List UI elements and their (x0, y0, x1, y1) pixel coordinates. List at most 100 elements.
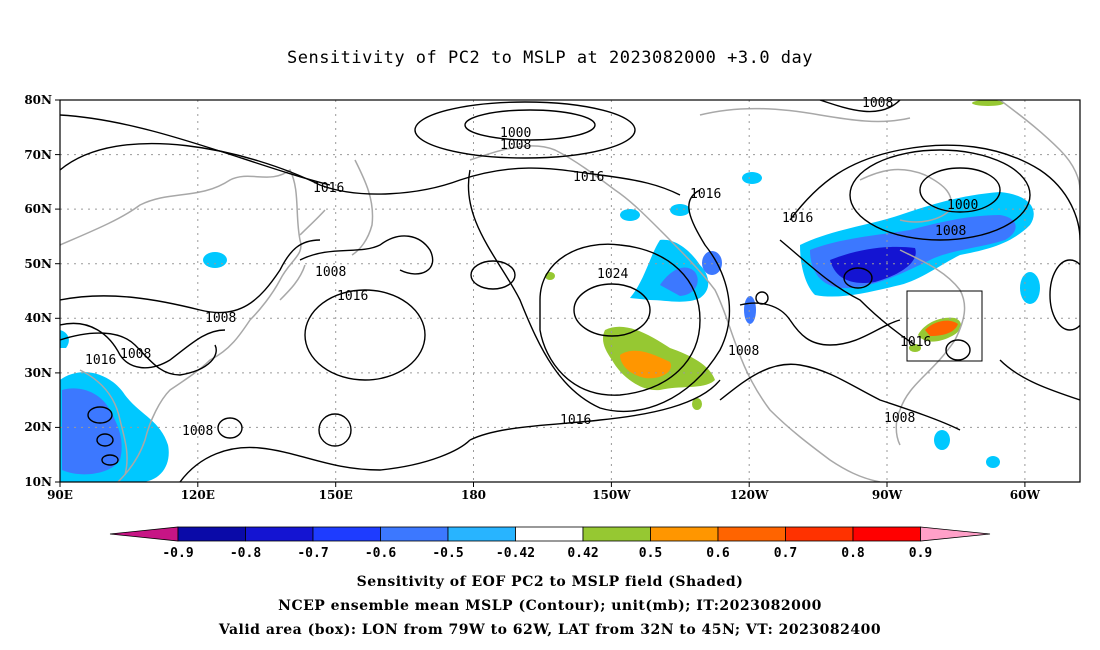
contour-label-1016h: 1016 (900, 335, 931, 350)
contour-label-1008a: 1008 (500, 138, 531, 153)
lat-label-20n: 20N (24, 420, 52, 434)
contour-labels: 1000 1008 1008 1016 1016 1016 1008 1016 … (85, 96, 978, 439)
contour-pac-high-1016a (539, 243, 701, 396)
colorbar-bin-9 (717, 526, 786, 542)
contour-wp-outer (179, 439, 471, 482)
shade-pos-a (545, 272, 555, 280)
colorbar-tick-labels: -0.9 -0.8 -0.7 -0.6 -0.5 -0.42 0.42 0.5 … (162, 546, 932, 561)
contour-label-1008h: 1008 (935, 224, 966, 239)
colorbar-bin-4 (380, 526, 449, 542)
colorbar-bin-2 (245, 526, 314, 542)
lon-label-150w: 150W (592, 488, 631, 502)
shade-neg-westpac-core (62, 388, 122, 475)
coast-asia (60, 168, 302, 482)
contour-wp-1008b (60, 322, 226, 369)
contour-pac-outer (469, 379, 721, 441)
contour-far-east2 (999, 359, 1080, 401)
latitude-labels: 80N 70N 60N 50N 40N 30N 20N 10N (24, 93, 52, 489)
cb-tick-2: -0.7 (297, 546, 328, 561)
contour-label-1000a: 1000 (500, 126, 531, 141)
colorbar-bin-7 (582, 526, 651, 542)
colorbar-bin-3 (312, 526, 381, 542)
cb-tick-6: 0.42 (567, 546, 598, 561)
colorbar-end-right (920, 526, 991, 542)
shade-pos-subtrop-core (620, 350, 671, 379)
shade-neg-g (934, 430, 950, 450)
shade-pos-c (909, 344, 921, 352)
coast-japan (279, 209, 326, 301)
contour-label-1016d: 1016 (337, 289, 368, 304)
lat-label-40n: 40N (24, 311, 52, 325)
lon-label-180: 180 (461, 488, 486, 502)
shade-pos-box-core (925, 320, 958, 336)
contour-wp-small (470, 260, 516, 290)
coast-indochina (79, 369, 128, 476)
shade-pos-b (692, 398, 702, 410)
cb-tick-10: 0.8 (841, 546, 865, 561)
contour-wp-1016a (304, 289, 426, 381)
contour-wp-tiny (87, 406, 113, 424)
colorbar-bin-6 (515, 526, 584, 542)
cb-tick-1: -0.8 (230, 546, 261, 561)
contour-label-1008b: 1008 (862, 96, 893, 111)
colorbar-bin-8 (650, 526, 719, 542)
colorbar-bin-1 (177, 526, 246, 542)
coast-hudson (859, 168, 952, 223)
shade-neg-a (203, 252, 227, 268)
sensitivity-shading (60, 100, 1040, 482)
shade-neg-c (670, 204, 690, 216)
colorbar-end-left (109, 526, 179, 542)
contour-label-1016c: 1016 (690, 187, 721, 202)
coast-kamchatka (351, 159, 374, 256)
contour-can-1016 (789, 144, 1080, 241)
contour-label-1016g: 1016 (782, 211, 813, 226)
contour-label-1016b: 1016 (573, 170, 604, 185)
contour-pac-high-1016b (467, 169, 731, 412)
cb-tick-9: 0.7 (774, 546, 797, 561)
shade-pos-d (972, 100, 1004, 106)
contour-label-1008i: 1008 (884, 411, 915, 426)
shade-neg-canada-core (830, 246, 916, 284)
shade-neg-nepac-core (660, 267, 698, 296)
cb-tick-11: 0.9 (909, 546, 932, 561)
contour-ne-small (843, 267, 873, 289)
contour-label-1016f: 1016 (560, 413, 591, 428)
coastlines (60, 100, 1080, 482)
contour-box-1016 (945, 339, 971, 361)
contour-label-1016e: 1016 (85, 353, 116, 368)
colorbar-bin-10 (785, 526, 854, 542)
cb-tick-7: 0.5 (639, 546, 662, 561)
cb-tick-0: -0.9 (162, 546, 193, 561)
contour-aleutian-1008 (414, 101, 636, 159)
cb-tick-4: -0.5 (432, 546, 463, 561)
contour-label-1008g: 1008 (182, 424, 213, 439)
contour-wp-1016b (60, 239, 321, 314)
lon-label-120w: 120W (730, 488, 769, 502)
contour-wp-1016c (60, 332, 217, 376)
contour-wp-tiny3 (101, 454, 119, 466)
longitude-labels: 90E 120E 150E 180 150W 120W 90W 60W (47, 488, 1040, 502)
colorbar (109, 526, 991, 542)
contour-can-1008d (819, 100, 901, 113)
contour-can-1000 (919, 167, 1001, 213)
lat-label-10n: 10N (24, 475, 52, 489)
contour-label-1000b: 1000 (947, 198, 978, 213)
axis-ticks (55, 99, 1026, 487)
shade-neg-h (986, 456, 1000, 468)
coast-arctic (699, 107, 911, 123)
shade-neg-d (744, 296, 756, 324)
caption-line-3: Valid area (box): LON from 79W to 62W, L… (218, 622, 882, 638)
lat-label-50n: 50N (24, 257, 52, 271)
contour-label-1008e: 1008 (120, 347, 151, 362)
coast-greenland (999, 100, 1080, 191)
cb-tick-5: -0.42 (496, 546, 535, 561)
caption-line-2: NCEP ensemble mean MSLP (Contour); unit(… (278, 598, 822, 614)
map-frame (59, 99, 1081, 483)
lat-label-30n: 30N (24, 366, 52, 380)
contour-label-1016a: 1016 (313, 181, 344, 196)
coast-alaska (469, 145, 661, 231)
contour-label-1008f: 1008 (728, 344, 759, 359)
shade-neg-coast (702, 251, 722, 275)
coast-na-east (895, 249, 966, 446)
